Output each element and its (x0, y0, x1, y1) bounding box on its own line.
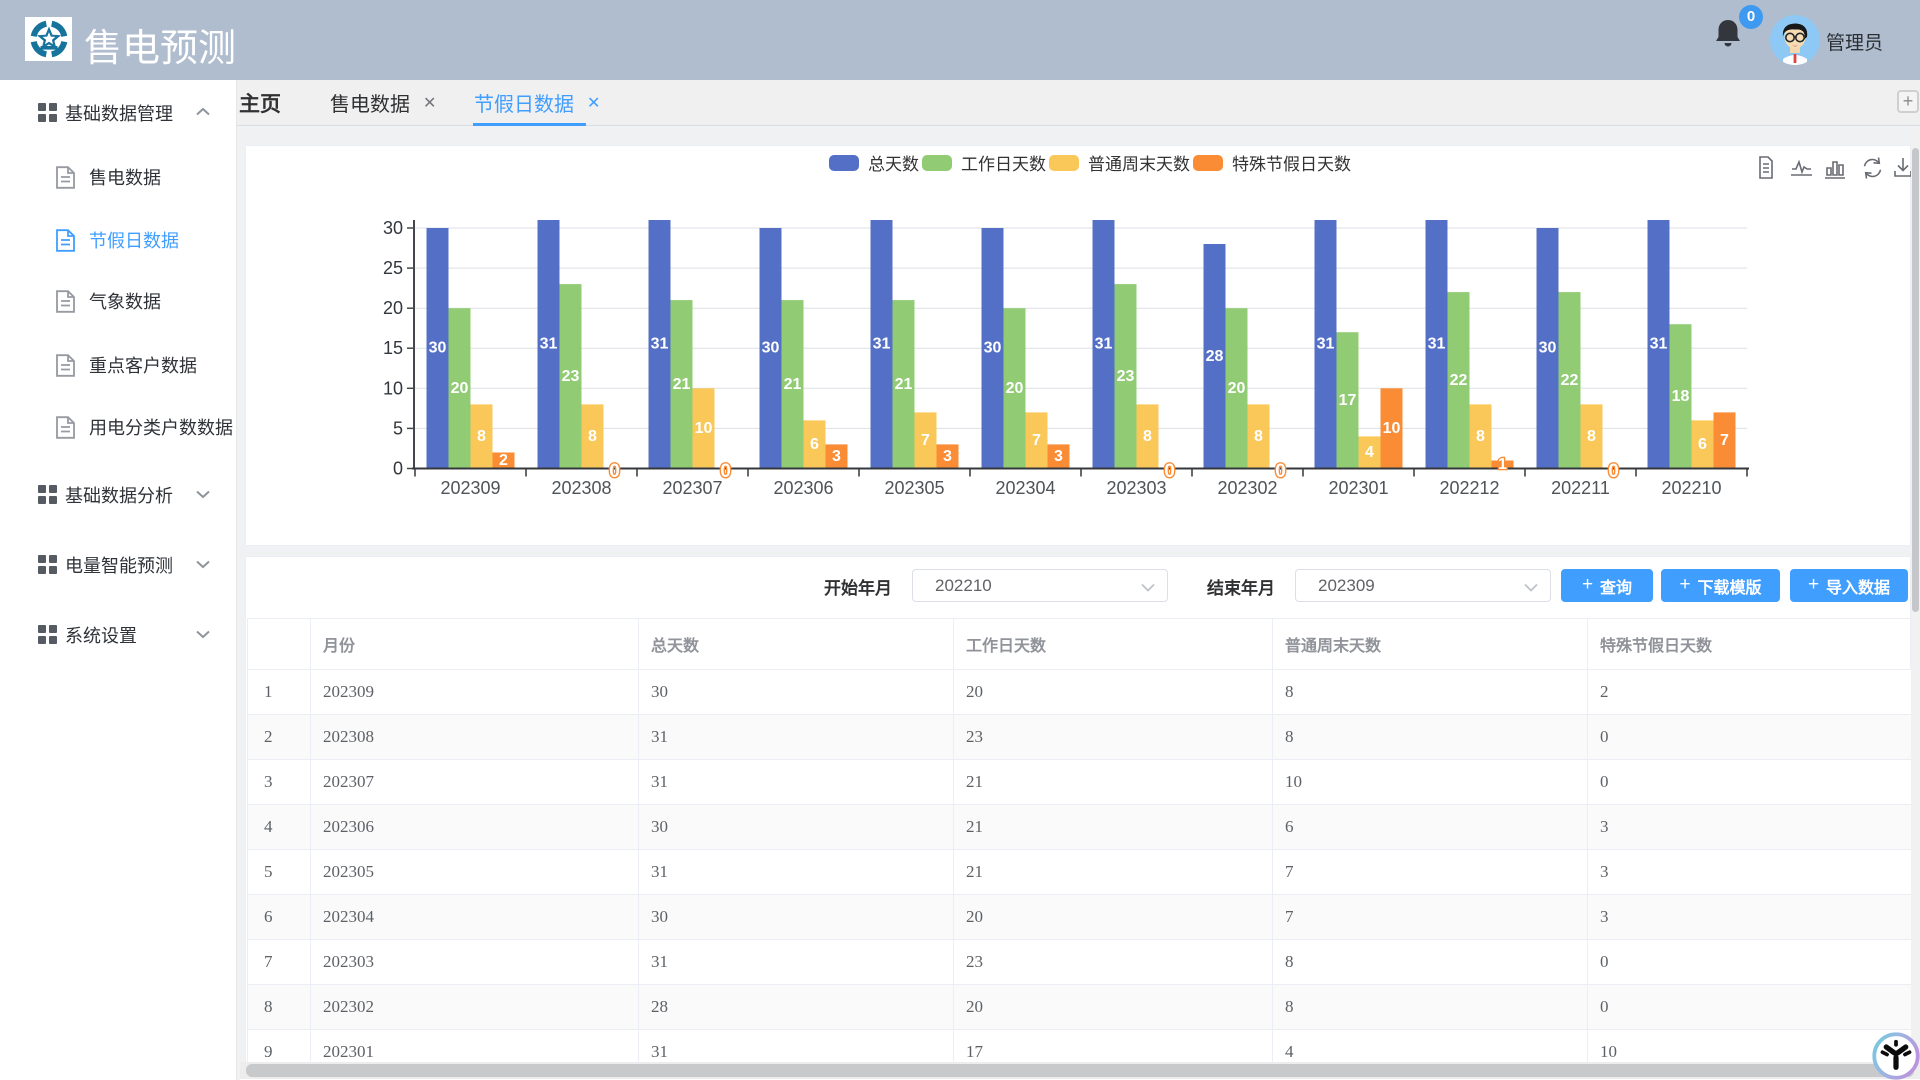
svg-text:18: 18 (1672, 388, 1690, 405)
svg-text:202309: 202309 (440, 478, 500, 498)
svg-text:22: 22 (1561, 372, 1579, 389)
svg-text:0: 0 (1608, 461, 1619, 482)
svg-text:21: 21 (673, 376, 691, 393)
svg-text:202211: 202211 (1551, 478, 1610, 498)
svg-text:3: 3 (832, 448, 841, 465)
svg-text:31: 31 (873, 336, 891, 353)
svg-text:31: 31 (1317, 336, 1335, 353)
svg-text:21: 21 (895, 376, 913, 393)
svg-text:0: 0 (720, 461, 731, 482)
svg-text:20: 20 (1006, 380, 1024, 397)
svg-text:20: 20 (383, 298, 403, 318)
svg-text:30: 30 (429, 340, 447, 357)
svg-text:31: 31 (651, 336, 669, 353)
svg-text:2: 2 (499, 452, 508, 469)
svg-text:10: 10 (1383, 420, 1401, 437)
svg-text:202303: 202303 (1106, 478, 1166, 498)
svg-text:15: 15 (383, 338, 403, 358)
svg-text:17: 17 (1339, 392, 1357, 409)
svg-text:0: 0 (609, 461, 620, 482)
svg-text:0: 0 (1275, 461, 1286, 482)
svg-text:3: 3 (1054, 448, 1063, 465)
svg-text:8: 8 (1587, 428, 1596, 445)
svg-text:3: 3 (943, 448, 952, 465)
svg-text:5: 5 (393, 418, 403, 438)
svg-text:6: 6 (1698, 436, 1707, 453)
svg-text:4: 4 (1365, 444, 1374, 461)
svg-text:202212: 202212 (1439, 478, 1499, 498)
svg-text:31: 31 (540, 336, 558, 353)
svg-text:202304: 202304 (995, 478, 1055, 498)
svg-text:8: 8 (588, 428, 597, 445)
svg-text:20: 20 (1228, 380, 1246, 397)
svg-text:7: 7 (921, 432, 930, 449)
svg-text:31: 31 (1095, 336, 1113, 353)
svg-text:30: 30 (762, 340, 780, 357)
svg-text:10: 10 (383, 378, 403, 398)
svg-text:202210: 202210 (1661, 478, 1721, 498)
svg-text:25: 25 (383, 258, 403, 278)
svg-text:22: 22 (1450, 372, 1468, 389)
svg-text:7: 7 (1720, 432, 1729, 449)
svg-text:23: 23 (562, 368, 580, 385)
svg-text:31: 31 (1650, 336, 1668, 353)
svg-text:30: 30 (1539, 340, 1557, 357)
svg-text:202307: 202307 (662, 478, 722, 498)
svg-text:23: 23 (1117, 368, 1135, 385)
svg-text:7: 7 (1032, 432, 1041, 449)
svg-text:1: 1 (1498, 456, 1507, 473)
svg-text:10: 10 (695, 420, 713, 437)
svg-text:202301: 202301 (1328, 478, 1388, 498)
svg-text:8: 8 (1254, 428, 1263, 445)
svg-text:6: 6 (810, 436, 819, 453)
svg-text:20: 20 (451, 380, 469, 397)
svg-text:202305: 202305 (884, 478, 944, 498)
svg-text:202306: 202306 (773, 478, 833, 498)
svg-text:0: 0 (393, 459, 403, 479)
svg-text:8: 8 (1143, 428, 1152, 445)
svg-text:31: 31 (1428, 336, 1446, 353)
svg-text:8: 8 (1476, 428, 1485, 445)
svg-text:202308: 202308 (551, 478, 611, 498)
svg-text:202302: 202302 (1217, 478, 1277, 498)
svg-text:0: 0 (1164, 461, 1175, 482)
svg-text:28: 28 (1206, 348, 1224, 365)
svg-text:30: 30 (984, 340, 1002, 357)
svg-text:21: 21 (784, 376, 802, 393)
svg-text:8: 8 (477, 428, 486, 445)
svg-text:30: 30 (383, 218, 403, 238)
